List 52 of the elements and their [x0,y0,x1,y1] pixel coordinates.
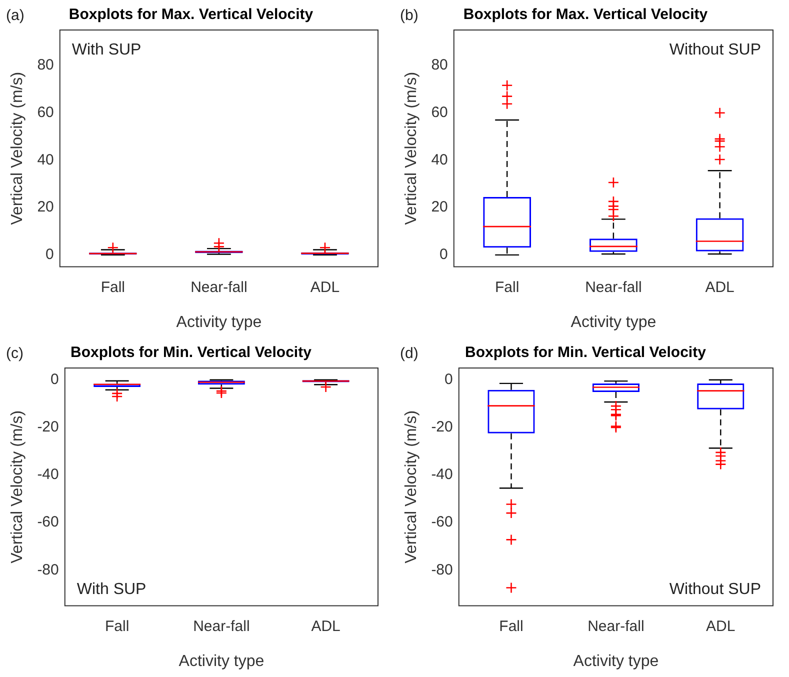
y-tick-label: 60 [431,104,448,122]
y-tick-label: 20 [431,198,448,216]
x-axis-title: Activity type [178,652,264,670]
y-axis-title: Vertical Velocity (m/s) [403,72,420,225]
annotation: Without SUP [669,581,761,598]
y-tick-label: -80 [431,561,453,578]
x-tick-label: Fall [494,278,520,296]
y-tick-label: 0 [50,371,59,388]
text: (b) [400,7,418,24]
y-tick-label: 40 [431,151,448,168]
x-tick-label: Fall [100,278,125,296]
x-tick-label: Near-fall [585,278,642,296]
x-axis-title: Activity type [176,314,262,331]
y-axis-title: Vertical Velocity (m/s) [9,72,26,225]
y-tick-label: -40 [431,466,453,484]
x-tick-label: Fall [104,618,130,635]
annotation: With SUP [76,581,146,598]
annotation: With SUP [72,41,142,58]
x-tick-label: Near-fall [588,618,644,635]
text: (d) [400,345,418,362]
y-tick-label: -60 [431,514,453,531]
y-tick-label: 20 [37,198,54,216]
y-tick-label: -60 [37,514,59,531]
y-axis-title: Vertical Velocity (m/s) [9,410,26,564]
y-tick-label: -20 [37,418,59,436]
x-tick-label: Near-fall [190,278,248,296]
y-tick-label: 0 [46,246,54,264]
y-tick-label: 40 [37,151,54,168]
x-tick-label: ADL [310,278,340,296]
y-axis-title: Vertical Velocity (m/s) [403,410,420,564]
chart-title: Boxplots for Max. Vertical Velocity [68,6,314,24]
chart-title: Boxplots for Max. Vertical Velocity [463,6,708,24]
y-tick-label: 0 [444,371,453,388]
chart-title: Boxplots for Min. Vertical Velocity [70,344,312,362]
y-tick-label: 60 [37,104,54,122]
y-tick-label: -40 [37,466,59,484]
x-tick-label: ADL [706,618,736,635]
y-tick-label: 80 [37,56,54,74]
x-tick-label: ADL [311,618,340,635]
x-tick-label: ADL [705,278,734,296]
x-axis-title: Activity type [570,314,656,331]
y-tick-label: -80 [37,561,59,578]
chart-title: Boxplots for Min. Vertical Velocity [465,344,707,362]
text: (a) [6,7,24,24]
y-tick-label: -20 [431,418,453,436]
x-tick-label: Fall [499,618,524,635]
x-tick-label: Near-fall [193,618,250,635]
y-tick-label: 0 [440,246,448,264]
text: (c) [6,345,24,362]
annotation: Without SUP [669,41,761,58]
x-axis-title: Activity type [573,652,659,670]
y-tick-label: 80 [431,56,448,74]
